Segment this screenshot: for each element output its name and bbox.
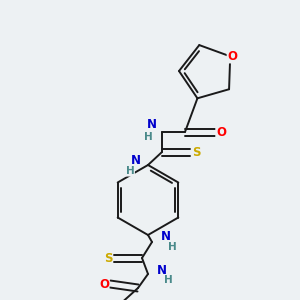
Text: O: O	[99, 278, 109, 290]
Text: N: N	[157, 263, 167, 277]
Text: O: O	[227, 50, 237, 63]
Text: S: S	[104, 251, 112, 265]
Text: H: H	[164, 275, 172, 285]
Text: N: N	[131, 154, 141, 166]
Text: H: H	[126, 166, 134, 176]
Text: H: H	[144, 132, 152, 142]
Text: N: N	[161, 230, 171, 244]
Text: N: N	[147, 118, 157, 131]
Text: O: O	[216, 125, 226, 139]
Text: H: H	[168, 242, 176, 252]
Text: S: S	[192, 146, 200, 158]
